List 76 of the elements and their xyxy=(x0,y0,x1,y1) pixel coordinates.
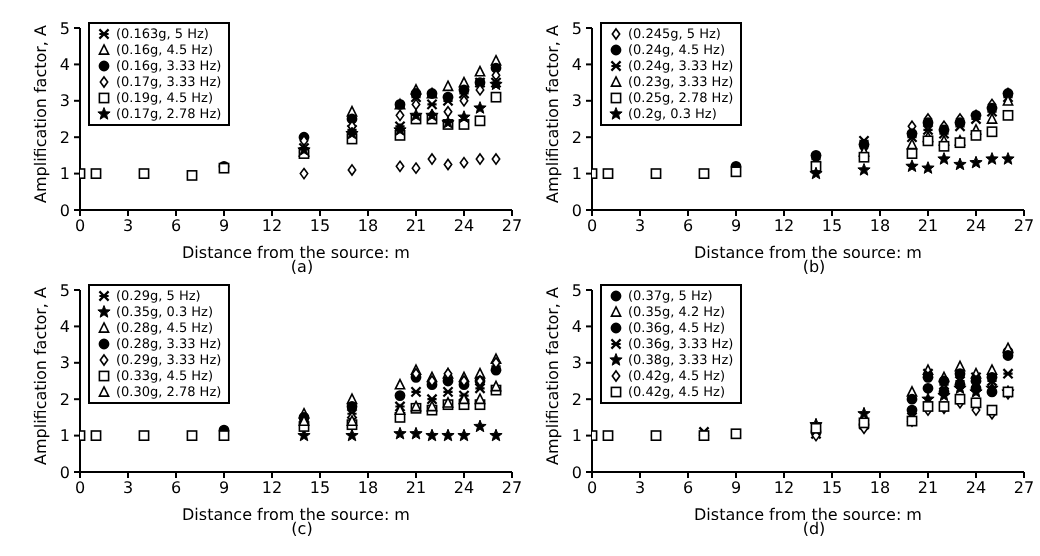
x-tick-label: 27 xyxy=(501,479,523,498)
y-tick-label: 2 xyxy=(571,390,582,409)
x-tick-label: 12 xyxy=(261,217,283,236)
y-tick-label: 4 xyxy=(571,318,582,337)
x-tick-label: 3 xyxy=(634,479,646,498)
text: (a) xyxy=(288,258,316,276)
x-tick-label: 27 xyxy=(1013,217,1035,236)
y-tick-label: 3 xyxy=(571,354,582,373)
x-tick-label: 0 xyxy=(586,479,598,498)
x-tick-label: 6 xyxy=(682,217,694,236)
y-tick-label: 4 xyxy=(59,318,70,337)
x-tick-label: 9 xyxy=(730,479,742,498)
y-axis-title: Amplification factor, A xyxy=(31,23,50,203)
x-tick-label: 12 xyxy=(773,217,795,236)
x-tick-label: 9 xyxy=(218,217,230,236)
y-tick-label: 4 xyxy=(571,56,582,75)
y-tick-label: 5 xyxy=(571,281,582,300)
x-tick-label: 3 xyxy=(122,479,134,498)
x-tick-label: 0 xyxy=(586,217,598,236)
x-tick-label: 18 xyxy=(869,479,891,498)
x-tick-label: 3 xyxy=(634,217,646,236)
y-tick-label: 5 xyxy=(59,19,70,38)
text: (c) xyxy=(289,520,315,538)
x-tick-label: 6 xyxy=(170,479,182,498)
y-tick-label: 3 xyxy=(571,92,582,111)
x-tick-label: 24 xyxy=(965,217,987,236)
y-tick-label: 0 xyxy=(59,201,70,220)
y-tick-label: 3 xyxy=(59,92,70,111)
x-tick-label: 6 xyxy=(682,479,694,498)
y-tick-label: 1 xyxy=(571,427,582,446)
y-axis-title: Amplification factor, A xyxy=(31,285,50,465)
x-tick-label: 18 xyxy=(357,217,379,236)
y-tick-label: 0 xyxy=(59,463,70,482)
y-tick-label: 0 xyxy=(571,463,582,482)
x-tick-label: 15 xyxy=(309,217,331,236)
x-axis-title: Distance from the source: m xyxy=(694,244,923,262)
x-tick-label: 27 xyxy=(501,217,523,236)
y-tick-label: 2 xyxy=(59,390,70,409)
x-tick-label: 21 xyxy=(917,217,939,236)
x-tick-label: 18 xyxy=(869,217,891,236)
x-tick-label: 6 xyxy=(170,217,182,236)
y-tick-label: 1 xyxy=(571,165,582,184)
x-tick-label: 12 xyxy=(261,479,283,498)
y-tick-label: 5 xyxy=(571,19,582,38)
x-axis-title: Distance from the source: m xyxy=(694,506,923,524)
x-axis-title: Distance from the source: m xyxy=(182,506,411,524)
y-axis-title: Amplification factor, A xyxy=(543,285,562,465)
y-axis-title: Amplification factor, A xyxy=(543,23,562,203)
x-tick-label: 18 xyxy=(357,479,379,498)
x-tick-label: 9 xyxy=(218,479,230,498)
y-tick-label: 0 xyxy=(571,201,582,220)
x-tick-label: 27 xyxy=(1013,479,1035,498)
x-tick-label: 24 xyxy=(453,479,475,498)
x-tick-label: 9 xyxy=(730,217,742,236)
x-tick-label: 0 xyxy=(74,479,86,498)
x-tick-label: 24 xyxy=(453,217,475,236)
x-tick-label: 3 xyxy=(122,217,134,236)
x-tick-label: 15 xyxy=(309,479,331,498)
y-tick-label: 1 xyxy=(59,427,70,446)
y-tick-label: 1 xyxy=(59,165,70,184)
y-tick-label: 3 xyxy=(59,354,70,373)
x-tick-label: 15 xyxy=(821,479,843,498)
x-tick-label: 0 xyxy=(74,217,86,236)
x-tick-label: 21 xyxy=(917,479,939,498)
x-tick-label: 21 xyxy=(405,217,427,236)
text: (d) xyxy=(800,520,828,538)
x-tick-label: 21 xyxy=(405,479,427,498)
y-tick-label: 4 xyxy=(59,56,70,75)
y-tick-label: 5 xyxy=(59,281,70,300)
text: (b) xyxy=(800,258,828,276)
y-tick-label: 2 xyxy=(59,128,70,147)
x-tick-label: 24 xyxy=(965,479,987,498)
x-tick-label: 12 xyxy=(773,479,795,498)
y-tick-label: 2 xyxy=(571,128,582,147)
x-tick-label: 15 xyxy=(821,217,843,236)
x-axis-title: Distance from the source: m xyxy=(182,244,411,262)
